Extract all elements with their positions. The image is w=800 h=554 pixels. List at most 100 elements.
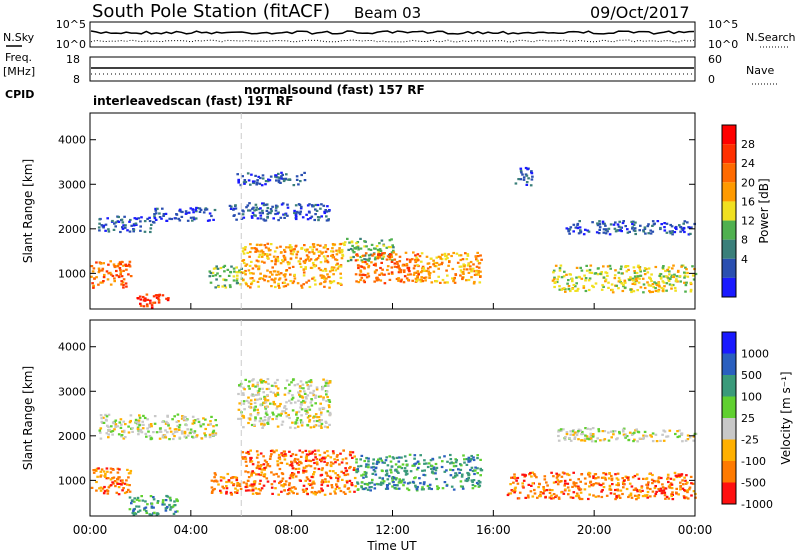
echo-cell <box>215 265 218 268</box>
echo-cell <box>202 417 205 420</box>
echo-cell <box>288 389 292 392</box>
echo-cell <box>285 401 288 404</box>
echo-cell <box>119 418 123 421</box>
echo-cell <box>446 257 449 260</box>
echo-cell <box>514 182 518 185</box>
echo-cell <box>290 473 293 476</box>
echo-cell <box>384 474 388 477</box>
echo-cell <box>566 482 570 485</box>
echo-cell <box>283 250 287 253</box>
echo-cell <box>476 472 479 475</box>
echo-cell <box>263 423 266 426</box>
freq-label-line1: Freq. <box>5 51 32 64</box>
echo-cell <box>327 404 331 407</box>
echo-cell <box>566 282 569 285</box>
echo-cell <box>688 226 691 229</box>
echo-cell <box>660 223 663 226</box>
echo-cell <box>438 456 441 459</box>
echo-cell <box>587 279 591 282</box>
echo-cell <box>279 181 282 184</box>
echo-cell <box>234 487 237 490</box>
echo-cell <box>320 215 323 218</box>
echo-cell <box>256 243 259 246</box>
echo-cell <box>257 461 260 464</box>
echo-cell <box>222 487 226 490</box>
echo-cell <box>257 393 261 396</box>
echo-cell <box>320 480 324 484</box>
echo-cell <box>395 487 398 490</box>
echo-cell <box>653 495 657 498</box>
echo-cell <box>301 216 305 219</box>
echo-cell <box>292 250 296 253</box>
echo-cell <box>543 489 546 492</box>
echo-cell <box>149 495 153 498</box>
echo-cell <box>627 439 630 442</box>
echo-cell <box>180 432 184 435</box>
echo-cell <box>114 225 117 228</box>
echo-cell <box>476 251 479 254</box>
echo-cell <box>632 220 635 223</box>
echo-cell <box>676 270 680 273</box>
echo-cell <box>300 408 304 411</box>
echo-cell <box>137 297 140 300</box>
echo-region-10 <box>236 171 307 187</box>
echo-cell <box>99 470 103 473</box>
echo-cell <box>358 273 362 276</box>
echo-cell <box>340 461 344 464</box>
echo-cell <box>328 475 332 478</box>
echo-cell <box>160 217 163 220</box>
power-ylabel: Slant Range [km] <box>21 159 35 263</box>
echo-cell <box>250 281 254 284</box>
echo-cell <box>602 222 605 225</box>
echo-cell <box>464 252 467 255</box>
echo-cell <box>560 288 564 291</box>
echo-cell <box>639 286 643 289</box>
echo-cell <box>686 491 689 494</box>
echo-cell <box>452 465 456 468</box>
echo-cell <box>255 259 259 262</box>
echo-cell <box>667 266 671 269</box>
echo-cell <box>244 489 248 492</box>
echo-cell <box>307 482 311 486</box>
echo-cell <box>632 223 636 226</box>
echo-cell <box>95 261 98 264</box>
echo-cell <box>584 277 588 280</box>
echo-cell <box>612 223 616 226</box>
echo-cell <box>144 500 147 503</box>
echo-cell <box>653 281 656 284</box>
echo-cell <box>266 399 270 402</box>
echo-cell <box>368 257 371 260</box>
echo-cell <box>242 416 246 419</box>
echo-cell <box>445 469 448 472</box>
echo-cell <box>228 204 232 207</box>
echo-cell <box>628 431 632 434</box>
echo-cell <box>286 261 290 264</box>
echo-cell <box>386 486 389 489</box>
echo-cell <box>251 492 255 495</box>
echo-cell <box>266 256 269 260</box>
echo-cell <box>633 494 637 497</box>
echo-cell <box>249 460 252 463</box>
echo-cell <box>255 183 258 186</box>
echo-cell <box>330 484 334 487</box>
echo-cell <box>217 483 220 486</box>
echo-cell <box>642 477 645 480</box>
echo-cell <box>509 483 512 486</box>
echo-cell <box>584 228 587 231</box>
echo-cell <box>291 472 294 475</box>
echo-cell <box>372 462 375 465</box>
echo-cell <box>350 241 354 244</box>
echo-cell <box>556 278 559 281</box>
echo-cell <box>199 425 203 428</box>
echo-cell <box>305 213 308 216</box>
echo-cell <box>90 486 94 489</box>
echo-cell <box>283 489 286 492</box>
echo-cell <box>633 281 636 285</box>
echo-cell <box>318 458 322 461</box>
echo-cell <box>383 252 386 255</box>
echo-cell <box>212 267 216 270</box>
echo-cell <box>395 277 399 281</box>
echo-cell <box>109 260 112 263</box>
echo-cell <box>382 244 386 247</box>
echo-cell <box>255 393 258 397</box>
